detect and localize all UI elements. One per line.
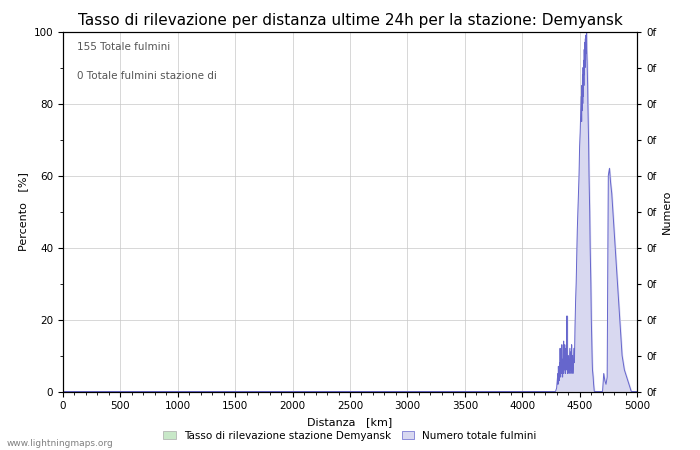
Text: www.lightningmaps.org: www.lightningmaps.org <box>7 439 113 448</box>
Legend: Tasso di rilevazione stazione Demyansk, Numero totale fulmini: Tasso di rilevazione stazione Demyansk, … <box>159 427 541 445</box>
Y-axis label: Numero: Numero <box>662 189 672 234</box>
X-axis label: Distanza   [km]: Distanza [km] <box>307 417 393 427</box>
Title: Tasso di rilevazione per distanza ultime 24h per la stazione: Demyansk: Tasso di rilevazione per distanza ultime… <box>78 13 622 27</box>
Text: 0 Totale fulmini stazione di: 0 Totale fulmini stazione di <box>77 71 217 81</box>
Y-axis label: Percento   [%]: Percento [%] <box>18 172 28 251</box>
Text: 155 Totale fulmini: 155 Totale fulmini <box>77 42 171 52</box>
